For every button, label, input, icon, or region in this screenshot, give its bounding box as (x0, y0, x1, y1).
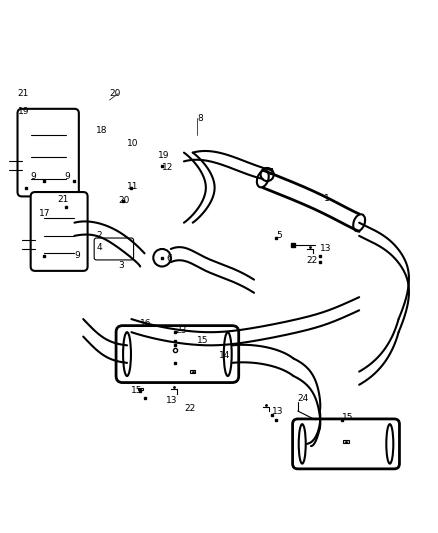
Text: 15: 15 (342, 413, 353, 422)
Text: 20: 20 (118, 196, 130, 205)
Text: 2: 2 (96, 231, 102, 240)
Text: 16: 16 (140, 319, 152, 328)
Text: 11: 11 (127, 182, 138, 191)
Text: 19: 19 (158, 151, 169, 160)
Text: 21: 21 (18, 89, 29, 98)
Text: 14: 14 (219, 351, 230, 360)
FancyBboxPatch shape (94, 238, 134, 260)
Text: 3: 3 (118, 261, 124, 270)
Text: 13: 13 (320, 245, 331, 254)
Text: 20: 20 (110, 89, 121, 98)
Text: 9: 9 (64, 172, 70, 181)
Text: 8: 8 (197, 114, 203, 123)
Text: 23: 23 (175, 326, 187, 335)
FancyBboxPatch shape (116, 326, 239, 383)
Text: 22: 22 (307, 256, 318, 265)
Text: 13: 13 (272, 407, 283, 416)
FancyBboxPatch shape (18, 109, 79, 197)
Text: 6: 6 (166, 254, 172, 263)
Text: 15: 15 (131, 385, 143, 394)
Text: 10: 10 (127, 139, 138, 148)
Bar (138, 388, 143, 391)
Text: 7: 7 (267, 168, 273, 177)
Text: 4: 4 (96, 243, 102, 252)
Text: 9: 9 (74, 251, 80, 260)
Text: 19: 19 (18, 107, 29, 116)
Bar (190, 370, 195, 373)
Text: 15: 15 (197, 336, 208, 345)
Bar (343, 440, 349, 443)
Text: 22: 22 (184, 405, 195, 414)
Text: 13: 13 (166, 397, 178, 406)
FancyBboxPatch shape (293, 419, 399, 469)
Text: 24: 24 (298, 394, 309, 403)
Text: 12: 12 (162, 163, 173, 172)
Text: 9: 9 (31, 172, 36, 181)
Text: 18: 18 (96, 126, 108, 135)
Text: 21: 21 (57, 195, 68, 204)
Text: 1: 1 (324, 194, 330, 203)
Text: 5: 5 (276, 231, 282, 240)
Text: 17: 17 (39, 209, 51, 219)
FancyBboxPatch shape (31, 192, 88, 271)
